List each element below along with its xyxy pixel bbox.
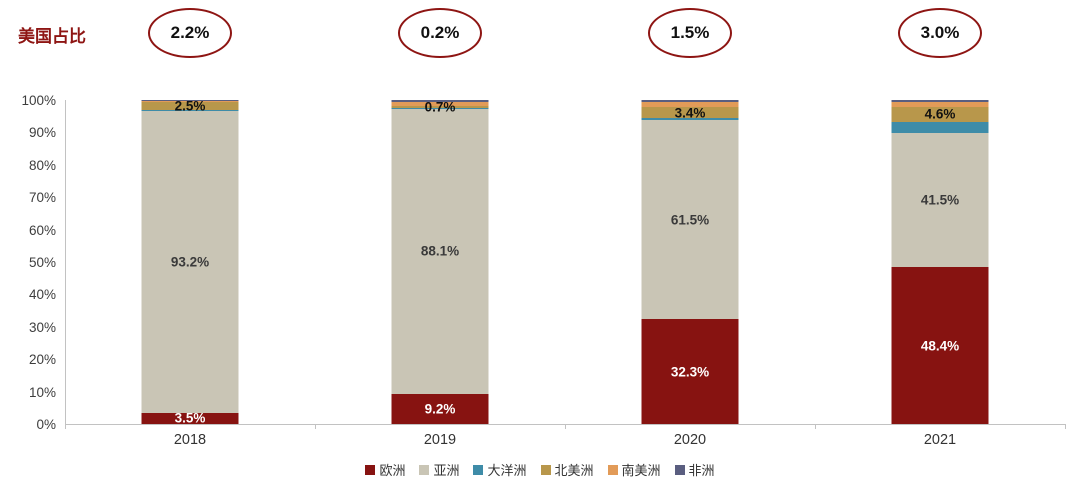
us-share-value: 1.5% (670, 23, 710, 42)
legend-item-asia: 亚洲 (419, 460, 459, 479)
bar-segment-north-america-2018 (141, 102, 239, 111)
legend-swatch-north-america (540, 464, 551, 475)
us-share-circle-2020: 1.5% (648, 8, 732, 58)
y-axis-tick-label: 30% (28, 319, 56, 335)
chart-legend: 欧洲 亚洲 大洋洲 北美洲 南美洲 非洲 (0, 460, 1080, 479)
segment-label-asia-2021: 41.5% (920, 192, 960, 208)
y-axis-tick-label: 60% (28, 222, 56, 238)
stacked-bar-2019: 9.2% 88.1% 0.7% (391, 99, 489, 424)
x-axis-tick (815, 424, 816, 429)
bar-segment-north-america-2019 (391, 106, 489, 109)
segment-label-europe-2019: 9.2% (424, 401, 456, 417)
x-axis-tick (565, 424, 566, 429)
legend-label-africa: 非洲 (688, 463, 715, 478)
us-share-circle-2019: 0.2% (398, 8, 482, 58)
bar-segment-south-america-2019 (391, 101, 489, 107)
legend-label-south-america: 南美洲 (621, 463, 661, 478)
legend-item-north-america: 北美洲 (540, 460, 594, 479)
x-axis-label-2018: 2018 (173, 432, 207, 448)
chart-title: 美国占比 (18, 27, 86, 46)
x-axis-label-2020: 2020 (673, 432, 707, 448)
legend-swatch-africa (674, 464, 685, 475)
bar-region-2018: 3.5% 93.2% 2.5% (65, 98, 315, 426)
y-axis-tick-label: 10% (28, 384, 56, 400)
bar-segment-oceania-2020 (641, 118, 739, 121)
us-share-circle-2021: 3.0% (898, 8, 982, 58)
legend-label-europe: 欧洲 (379, 463, 406, 478)
bar-segment-south-america-2020 (641, 101, 739, 108)
segment-label-asia-2020: 61.5% (670, 212, 710, 228)
us-share-value: 0.2% (420, 23, 460, 42)
x-axis-tick (315, 424, 316, 429)
y-axis-tick-label: 50% (28, 255, 56, 270)
legend-swatch-south-america (607, 464, 618, 475)
segment-label-europe-2020: 32.3% (670, 364, 710, 380)
y-axis-tick-label: 40% (28, 287, 56, 303)
stacked-bar-2018: 3.5% 93.2% 2.5% (141, 98, 239, 426)
bar-segment-south-america-2021 (891, 101, 989, 107)
plot-area: 3.5% 93.2% 2.5% 9.2% 88.1% 0.7% 32.3% 61.5% 3.4%… (65, 98, 1065, 426)
legend-item-south-america: 南美洲 (607, 460, 661, 479)
legend-label-north-america: 北美洲 (554, 463, 594, 478)
legend-label-oceania: 大洋洲 (487, 463, 527, 478)
y-axis-tick-label: 0% (36, 417, 56, 432)
us-share-value: 2.2% (170, 23, 210, 42)
segment-label-north-america-2020: 3.4% (674, 105, 706, 121)
bar-segment-africa-2018 (141, 100, 239, 101)
x-axis-label-2021: 2021 (923, 432, 957, 448)
bar-segment-africa-2021 (891, 100, 989, 102)
legend-swatch-asia (419, 464, 430, 475)
bar-region-2021: 48.4% 41.5% 4.6% (815, 100, 1065, 424)
us-share-value: 3.0% (920, 23, 960, 42)
legend-swatch-europe (365, 464, 376, 475)
bar-region-2019: 9.2% 88.1% 0.7% (315, 100, 565, 424)
y-axis-tick-label: 20% (28, 352, 56, 368)
segment-label-europe-2018: 3.5% (174, 410, 206, 426)
bar-segment-africa-2019 (391, 100, 489, 102)
bar-segment-asia-2018 (141, 110, 239, 413)
segment-label-europe-2021: 48.4% (920, 338, 960, 354)
bar-segment-africa-2020 (641, 100, 739, 102)
legend-item-europe: 欧洲 (365, 460, 405, 479)
bar-segment-europe-2018 (141, 412, 239, 424)
bar-segment-asia-2021 (891, 132, 989, 268)
y-axis-tick-label: 100% (21, 93, 56, 108)
segment-label-asia-2019: 88.1% (420, 243, 460, 259)
bar-segment-europe-2020 (641, 319, 739, 424)
y-axis-tick-label: 70% (28, 190, 56, 206)
bar-segment-asia-2020 (641, 120, 739, 320)
bar-segment-north-america-2020 (641, 107, 739, 119)
segment-label-north-america-2019: 0.7% (424, 99, 456, 115)
legend-item-oceania: 大洋洲 (473, 460, 527, 479)
segment-label-asia-2018: 93.2% (170, 254, 210, 270)
stacked-bar-2021: 48.4% 41.5% 4.6% (891, 100, 989, 424)
bar-segment-north-america-2021 (891, 106, 989, 122)
us-share-circle-2018: 2.2% (148, 8, 232, 58)
x-axis-tick (1065, 424, 1066, 429)
x-axis-tick (65, 424, 66, 429)
stacked-bar-2020: 32.3% 61.5% 3.4% (641, 100, 739, 424)
bar-segment-oceania-2021 (891, 121, 989, 133)
y-axis-line (65, 100, 66, 424)
x-axis-label-2019: 2019 (423, 432, 457, 448)
legend-item-africa: 非洲 (674, 460, 715, 479)
y-axis-tick-label: 80% (28, 157, 56, 173)
bar-region-2020: 32.3% 61.5% 3.4% (565, 100, 815, 424)
segment-label-north-america-2021: 4.6% (924, 106, 956, 122)
legend-label-asia: 亚洲 (433, 463, 460, 478)
legend-swatch-oceania (473, 464, 484, 475)
bar-segment-south-america-2018 (141, 100, 239, 103)
bar-segment-asia-2019 (391, 108, 489, 395)
bar-segment-europe-2021 (891, 267, 989, 424)
segment-label-north-america-2018: 2.5% (174, 98, 206, 114)
bar-segment-europe-2019 (391, 394, 489, 424)
y-axis-tick-label: 90% (28, 125, 56, 141)
